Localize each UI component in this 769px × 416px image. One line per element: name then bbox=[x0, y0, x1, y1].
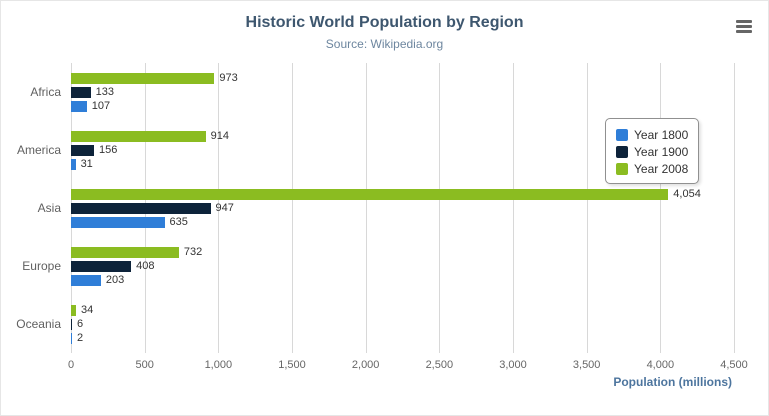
hamburger-bar bbox=[736, 20, 752, 23]
export-menu-hamburger-icon[interactable] bbox=[736, 20, 752, 35]
legend-item-year-1900[interactable]: Year 1900 bbox=[616, 143, 688, 160]
gridline-2500 bbox=[439, 63, 441, 353]
value-label-year-1900-asia: 947 bbox=[215, 201, 234, 214]
bar-year-1800-europe[interactable] bbox=[71, 274, 101, 286]
hamburger-bar bbox=[736, 30, 752, 33]
plot-area: 0 500 1,000 1,500 2,000 2,500 3,000 3,500 4,000 4… bbox=[16, 63, 748, 371]
x-tick-label-4000: 4,000 bbox=[646, 359, 675, 371]
value-label-year-1800-asia: 635 bbox=[169, 215, 188, 228]
bar-year-2008-asia[interactable] bbox=[71, 188, 669, 200]
hamburger-bar bbox=[736, 25, 752, 28]
bar-year-2008-oceania[interactable] bbox=[71, 304, 76, 316]
value-label-year-1900-africa: 133 bbox=[95, 85, 114, 98]
legend-item-year-1800[interactable]: Year 1800 bbox=[616, 126, 688, 143]
value-label-year-1900-oceania: 6 bbox=[77, 317, 84, 330]
category-label-europe: Europe bbox=[22, 259, 61, 273]
value-label-year-1800-oceania: 2 bbox=[77, 331, 84, 344]
x-tick-label-2000: 2,000 bbox=[351, 359, 380, 371]
bar-year-1900-africa[interactable] bbox=[71, 86, 91, 98]
value-label-year-1800-america: 31 bbox=[80, 157, 93, 170]
x-axis-title: Population (millions) bbox=[613, 375, 732, 389]
gridline-2000 bbox=[365, 63, 367, 353]
category-label-asia: Asia bbox=[37, 201, 61, 215]
gridline-3500 bbox=[586, 63, 588, 353]
category-label-oceania: Oceania bbox=[16, 317, 61, 331]
value-label-year-1800-europe: 203 bbox=[105, 273, 125, 286]
value-label-year-2008-africa: 973 bbox=[219, 71, 238, 84]
gridline-4500 bbox=[734, 63, 735, 353]
legend-label: Year 1900 bbox=[634, 144, 689, 159]
chart-subtitle: Source: Wikipedia.org bbox=[325, 37, 444, 51]
x-tick-label-1000: 1,000 bbox=[204, 359, 233, 371]
bar-year-1900-asia[interactable] bbox=[71, 202, 211, 214]
category-label-america: America bbox=[16, 143, 61, 157]
value-label-year-2008-europe: 732 bbox=[183, 245, 203, 258]
value-label-year-1900-europe: 408 bbox=[136, 259, 155, 272]
x-tick-label-3500: 3,500 bbox=[572, 359, 601, 371]
value-label-year-2008-oceania: 34 bbox=[81, 303, 94, 316]
x-tick-label-3000: 3,000 bbox=[499, 359, 527, 371]
bar-year-1800-america[interactable] bbox=[71, 158, 76, 170]
x-tick-label-2500: 2,500 bbox=[425, 359, 454, 371]
x-tick-label-0: 0 bbox=[67, 359, 75, 371]
bar-year-1800-oceania[interactable] bbox=[71, 332, 72, 344]
legend-item-year-2008[interactable]: Year 2008 bbox=[616, 160, 688, 177]
value-label-year-1900-america: 156 bbox=[98, 143, 118, 156]
legend-label: Year 1800 bbox=[634, 127, 689, 142]
legend-swatch-icon bbox=[616, 145, 628, 158]
gridline-3000 bbox=[513, 63, 514, 353]
x-tick-label-500: 500 bbox=[135, 359, 154, 371]
bar-year-2008-europe[interactable] bbox=[71, 246, 179, 258]
legend-swatch-icon bbox=[616, 128, 628, 141]
chart-title: Historic World Population by Region bbox=[245, 14, 524, 31]
bar-year-1900-europe[interactable] bbox=[71, 260, 132, 272]
bar-year-1800-africa[interactable] bbox=[71, 100, 87, 112]
value-label-year-2008-asia: 4,054 bbox=[673, 187, 701, 200]
bar-year-1800-asia[interactable] bbox=[71, 216, 165, 228]
bar-year-2008-america[interactable] bbox=[71, 130, 206, 142]
legend-label: Year 2008 bbox=[634, 161, 689, 176]
bar-year-1900-america[interactable] bbox=[71, 144, 94, 156]
gridline-4000 bbox=[660, 63, 662, 353]
gridline-1000 bbox=[218, 63, 220, 353]
category-label-africa: Africa bbox=[30, 85, 61, 99]
bar-year-1900-oceania[interactable] bbox=[71, 318, 72, 330]
x-tick-label-1500: 1,500 bbox=[278, 359, 306, 371]
legend: Year 1800 Year 1900 Year 2008 bbox=[605, 118, 700, 184]
legend-swatch-icon bbox=[616, 162, 628, 175]
value-label-year-1800-africa: 107 bbox=[91, 99, 111, 112]
bar-year-2008-africa[interactable] bbox=[71, 72, 215, 84]
gridline-1500 bbox=[292, 63, 293, 353]
x-tick-label-4500: 4,500 bbox=[720, 359, 748, 371]
value-label-year-2008-america: 914 bbox=[210, 129, 230, 142]
